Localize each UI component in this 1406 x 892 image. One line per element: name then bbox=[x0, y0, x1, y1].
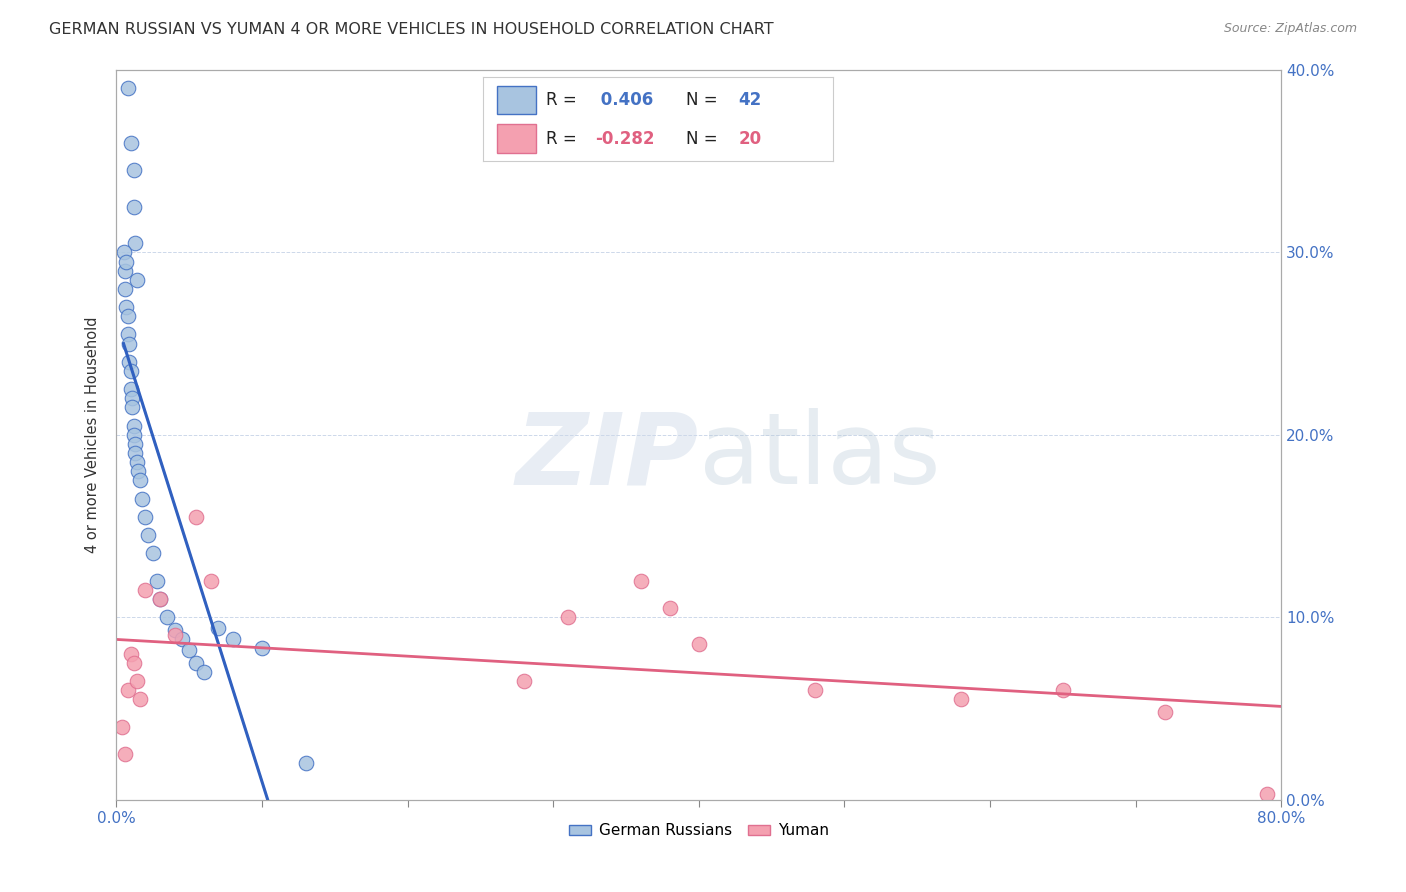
Point bbox=[163, 623, 186, 637]
Point bbox=[120, 364, 142, 378]
Point bbox=[163, 628, 186, 642]
Point bbox=[134, 509, 156, 524]
Point bbox=[125, 273, 148, 287]
Point bbox=[193, 665, 215, 679]
Point bbox=[117, 327, 139, 342]
Point bbox=[120, 647, 142, 661]
Point bbox=[124, 446, 146, 460]
Point bbox=[658, 601, 681, 615]
Point bbox=[170, 632, 193, 646]
Point bbox=[122, 418, 145, 433]
Legend: German Russians, Yuman: German Russians, Yuman bbox=[562, 817, 835, 845]
Text: Source: ZipAtlas.com: Source: ZipAtlas.com bbox=[1223, 22, 1357, 36]
Point bbox=[122, 200, 145, 214]
Point bbox=[121, 401, 143, 415]
Point bbox=[186, 656, 208, 670]
Point bbox=[122, 163, 145, 178]
Point bbox=[1256, 787, 1278, 801]
Point bbox=[804, 683, 827, 698]
Point bbox=[630, 574, 652, 588]
Point bbox=[207, 621, 229, 635]
Point bbox=[131, 491, 153, 506]
Point bbox=[114, 282, 136, 296]
Point bbox=[117, 310, 139, 324]
Point bbox=[128, 692, 150, 706]
Point bbox=[149, 591, 172, 606]
Point bbox=[294, 756, 316, 770]
Point bbox=[128, 474, 150, 488]
Point bbox=[1154, 705, 1177, 719]
Point bbox=[136, 528, 159, 542]
Point bbox=[149, 591, 172, 606]
Point bbox=[111, 720, 134, 734]
Point bbox=[115, 300, 138, 314]
Point bbox=[117, 683, 139, 698]
Text: ZIP: ZIP bbox=[516, 409, 699, 505]
Point bbox=[120, 382, 142, 396]
Point bbox=[127, 464, 149, 478]
Point bbox=[125, 673, 148, 688]
Point bbox=[117, 81, 139, 95]
Point bbox=[146, 574, 169, 588]
Point bbox=[200, 574, 222, 588]
Text: atlas: atlas bbox=[699, 409, 941, 505]
Point bbox=[557, 610, 579, 624]
Point bbox=[120, 136, 142, 150]
Point bbox=[121, 392, 143, 406]
Point bbox=[114, 747, 136, 761]
Point bbox=[115, 254, 138, 268]
Point bbox=[156, 610, 179, 624]
Point bbox=[114, 263, 136, 277]
Point bbox=[250, 641, 273, 656]
Point bbox=[124, 437, 146, 451]
Point bbox=[118, 336, 141, 351]
Point bbox=[134, 582, 156, 597]
Point bbox=[1052, 683, 1074, 698]
Point bbox=[688, 638, 710, 652]
Point bbox=[513, 673, 536, 688]
Point bbox=[124, 236, 146, 251]
Point bbox=[142, 546, 165, 560]
Point bbox=[125, 455, 148, 469]
Point bbox=[118, 355, 141, 369]
Text: GERMAN RUSSIAN VS YUMAN 4 OR MORE VEHICLES IN HOUSEHOLD CORRELATION CHART: GERMAN RUSSIAN VS YUMAN 4 OR MORE VEHICL… bbox=[49, 22, 773, 37]
Point bbox=[949, 692, 972, 706]
Point bbox=[122, 427, 145, 442]
Point bbox=[122, 656, 145, 670]
Point bbox=[112, 245, 135, 260]
Point bbox=[222, 632, 245, 646]
Point bbox=[186, 509, 208, 524]
Y-axis label: 4 or more Vehicles in Household: 4 or more Vehicles in Household bbox=[86, 317, 100, 553]
Point bbox=[177, 643, 200, 657]
